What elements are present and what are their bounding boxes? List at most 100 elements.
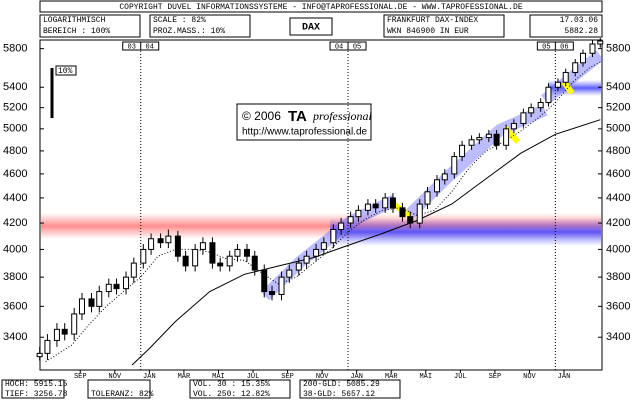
candle-body [579,52,586,64]
candle-body [589,43,596,54]
y-tick-label: 3400 [606,331,630,343]
support-band [548,80,601,96]
candle-body [71,313,78,335]
candle-body [510,122,517,130]
x-tick-label: NOV [109,373,122,381]
date: 17.03.06 [560,16,599,25]
candle-body [468,139,475,146]
candle-body [269,291,276,295]
candle-body [407,216,414,224]
y-tick-label: 3800 [3,271,27,283]
candle-body [278,276,285,295]
candle-body [130,262,137,278]
y-tick-label: 4800 [606,145,630,157]
candle-body [113,283,120,290]
x-tick-label: SEP [74,373,87,381]
candle-body [157,238,164,244]
candle-body [313,248,320,257]
y-tick-label: 4400 [3,192,27,204]
watermark-url: http://www.taprofessional.de [242,127,368,138]
x-tick-label: MAR [178,373,191,381]
moving-average [131,119,601,366]
candle-body [330,229,337,244]
footer-box [87,379,151,399]
y-tick-label: 5200 [606,102,630,114]
candle-body [476,137,483,141]
candle-body [251,255,258,271]
y-tick-label: 4000 [3,243,27,255]
x-tick-label: MAR [385,373,398,381]
plot-frame [39,39,603,371]
y-tick-label: 5400 [3,81,27,93]
footer-tolerance: TOLERANZ: 82% [91,390,154,399]
candle-body [36,352,43,358]
candle-body [554,81,561,88]
scale-mode: LOGARITHMISCH [43,16,106,25]
candle-body [44,339,51,354]
candle-body [217,262,224,267]
y-tick-label: 3400 [3,331,27,343]
candle-body [140,248,147,264]
candle-body [503,128,510,146]
candle-body [148,238,155,250]
info-box [149,14,251,38]
candle-body [528,107,535,114]
scale-marker-box [55,65,77,76]
candle-body [347,216,354,224]
exchange: FRANKFURT DAX-INDEX [387,16,478,25]
candle-body [234,248,241,257]
candle-body [199,242,206,250]
candle-body [545,86,552,103]
y-tick-label: 3800 [606,271,630,283]
y-tick-label: 3600 [606,300,630,312]
x-tick-label: MAI [212,373,225,381]
scale-marker-label: 10% [58,67,73,76]
last-price: 5882.28 [564,27,598,36]
x-tick-label: JUL [454,373,467,381]
y-tick-label: 4000 [606,243,630,255]
candle-body [226,255,233,267]
candle-body [78,298,85,315]
candle-body [286,269,293,278]
year-label: 05 [353,43,361,51]
footer-vol250: VOL. 250: 12.82% [193,390,270,399]
candle-body [493,133,500,146]
x-tick-label: SEP [281,373,294,381]
candle-body [303,255,310,264]
footer-box [1,379,65,399]
candle-body [416,203,423,224]
year-label: 03 [128,43,136,51]
y-tick-label: 5800 [606,43,630,55]
candle-body [192,248,199,267]
candle-body [182,255,189,267]
info-box [383,14,505,38]
y-tick-label: 4400 [606,192,630,204]
proz: PROZ.MASS.: 10% [153,27,225,36]
x-tick-label: MAI [419,373,432,381]
candle-body [261,269,268,293]
candle-body [165,235,172,244]
watermark-brand: TA [288,108,307,125]
footer-gld200: 200-GLD: 5085.29 [303,380,380,389]
range: BEREICH : 100% [43,27,110,36]
symbol: DAX [302,23,320,34]
candle-body [441,173,448,181]
y-tick-label: 4200 [3,217,27,229]
copyright: COPYRIGHT DUVEL INFORMATIONSSYSTEME - IN… [119,3,522,12]
candle-body [338,222,345,231]
x-tick-label: JAN [558,373,571,381]
support-band [330,218,601,246]
candle-body [96,291,103,307]
header-bar [39,0,603,13]
watermark-year: © 2006 [242,109,281,123]
x-tick-label: JUL [247,373,260,381]
y-tick-label: 4200 [606,217,630,229]
candle-body [88,298,95,307]
symbol-box [289,17,333,36]
candle-body [209,242,216,264]
y-tick-label: 4600 [606,168,630,180]
year-label: 05 [542,43,550,51]
candle-body [485,133,492,139]
y-tick-label: 5400 [606,81,630,93]
